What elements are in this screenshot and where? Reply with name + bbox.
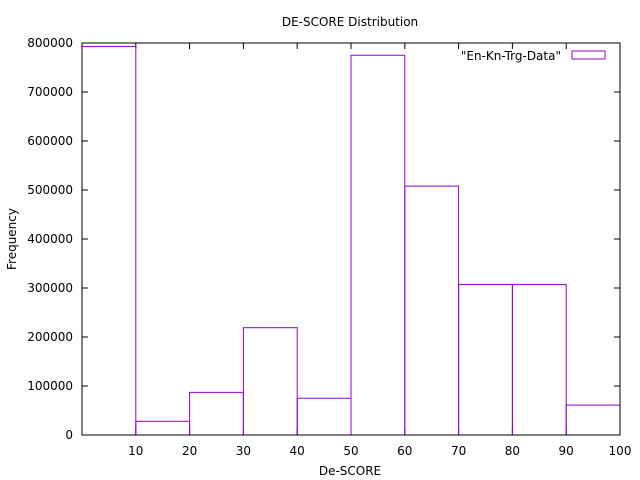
histogram-bar — [189, 391, 244, 436]
histogram-bar — [511, 284, 567, 436]
y-tick-label: 0 — [65, 428, 73, 442]
x-tick-label: 10 — [128, 444, 143, 458]
histogram-bars — [81, 45, 621, 436]
y-tick-label: 100000 — [27, 379, 73, 393]
y-axis-ticks: 0 100000 200000 300000 400000 500000 600000 700… — [27, 36, 620, 442]
x-axis-label: De-SCORE — [319, 464, 381, 478]
y-tick-label: 200000 — [27, 330, 73, 344]
legend-label: "En-Kn-Trg-Data" — [461, 49, 561, 63]
y-tick-label: 400000 — [27, 232, 73, 246]
histogram-bar — [565, 404, 621, 436]
x-tick-label: 30 — [236, 444, 251, 458]
x-tick-label: 40 — [290, 444, 305, 458]
histogram-bar — [458, 284, 513, 436]
histogram-bar — [350, 54, 406, 436]
x-tick-label: 20 — [182, 444, 197, 458]
x-tick-label: 80 — [505, 444, 520, 458]
y-tick-label: 300000 — [27, 281, 73, 295]
histogram-bar — [242, 327, 298, 436]
x-axis-ticks: 10 20 30 40 50 60 70 80 90 100 — [128, 43, 631, 458]
histogram-bar — [135, 420, 191, 436]
x-tick-label: 50 — [343, 444, 358, 458]
y-tick-label: 700000 — [27, 85, 73, 99]
y-tick-label: 500000 — [27, 183, 73, 197]
legend-swatch — [571, 50, 606, 60]
y-tick-label: 800000 — [27, 36, 73, 50]
x-tick-label: 100 — [609, 444, 632, 458]
chart-title: DE-SCORE Distribution — [282, 15, 418, 29]
histogram-bar — [81, 45, 137, 436]
histogram-bar — [296, 397, 352, 436]
y-axis-label: Frequency — [5, 208, 19, 270]
x-tick-label: 70 — [451, 444, 466, 458]
histogram-bar — [404, 185, 460, 436]
legend: "En-Kn-Trg-Data" — [461, 49, 606, 63]
y-tick-label: 600000 — [27, 134, 73, 148]
x-tick-label: 90 — [559, 444, 574, 458]
plot-frame — [81, 42, 621, 436]
x-tick-label: 60 — [397, 444, 412, 458]
